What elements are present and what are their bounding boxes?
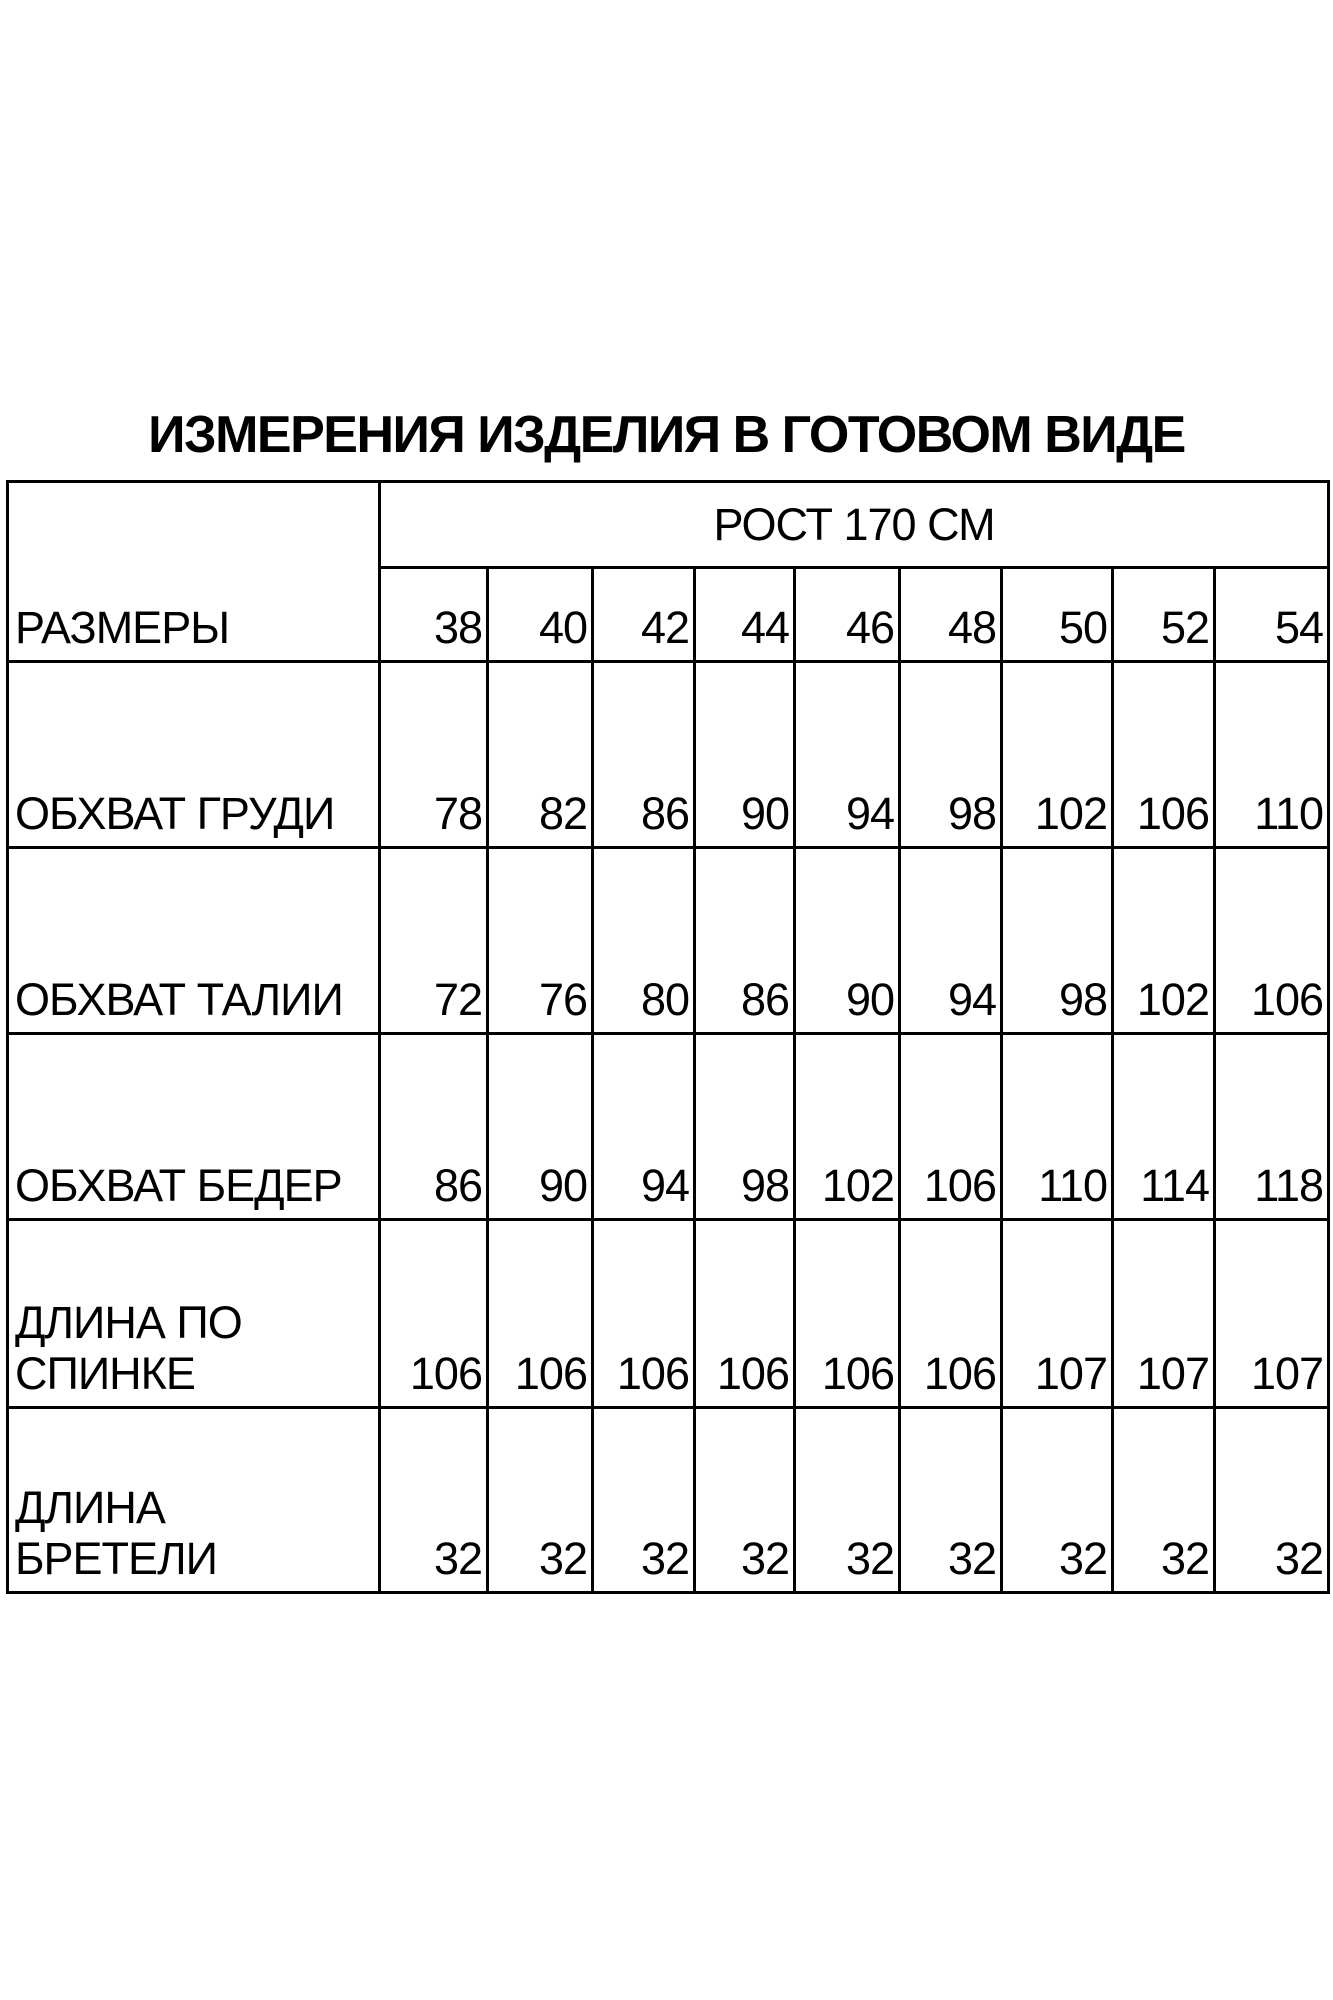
value-cell: 106	[793, 1218, 901, 1409]
value-cell: 118	[1212, 1032, 1331, 1221]
size-cell: 48	[898, 566, 1003, 663]
value-cell: 90	[693, 660, 796, 849]
value-cell: 94	[793, 660, 901, 849]
value-cell: 32	[591, 1406, 696, 1594]
value-cell: 72	[378, 846, 489, 1035]
value-cell: 32	[898, 1406, 1003, 1594]
value-cell: 90	[486, 1032, 594, 1221]
value-cell: 94	[591, 1032, 696, 1221]
size-cell: 44	[693, 566, 796, 663]
value-cell: 32	[486, 1406, 594, 1594]
value-cell: 106	[898, 1218, 1003, 1409]
value-cell: 114	[1111, 1032, 1216, 1221]
value-cell: 107	[1000, 1218, 1114, 1409]
value-cell: 98	[1000, 846, 1114, 1035]
table-row: ДЛИНА БРЕТЕЛИ 32 32 32 32 32 32 32 32 32	[6, 1406, 1331, 1594]
page-title: ИЗМЕРЕНИЯ ИЗДЕЛИЯ В ГОТОВОМ ВИДЕ	[148, 406, 1186, 464]
value-cell: 106	[693, 1218, 796, 1409]
value-cell: 106	[378, 1218, 489, 1409]
value-cell: 102	[1111, 846, 1216, 1035]
value-cell: 32	[1000, 1406, 1114, 1594]
size-cell: 46	[793, 566, 901, 663]
row-label: ДЛИНА ПО СПИНКЕ	[6, 1218, 381, 1409]
value-cell: 90	[793, 846, 901, 1035]
size-cell: 50	[1000, 566, 1114, 663]
size-cell: 54	[1212, 566, 1331, 663]
value-cell: 107	[1212, 1218, 1331, 1409]
value-cell: 106	[1212, 846, 1331, 1035]
row-label: ДЛИНА БРЕТЕЛИ	[6, 1406, 381, 1594]
value-cell: 102	[793, 1032, 901, 1221]
value-cell: 32	[1111, 1406, 1216, 1594]
value-cell: 78	[378, 660, 489, 849]
value-cell: 86	[378, 1032, 489, 1221]
table-row: ОБХВАТ БЕДЕР 86 90 94 98 102 106 110 114 118	[6, 1032, 1331, 1221]
value-cell: 82	[486, 660, 594, 849]
size-cell: 40	[486, 566, 594, 663]
value-cell: 110	[1000, 1032, 1114, 1221]
table-row: ОБХВАТ ТАЛИИ 72 76 80 86 90 94 98 102 106	[6, 846, 1331, 1035]
height-header: РОСТ 170 СМ	[377, 480, 1331, 569]
value-cell: 102	[1000, 660, 1114, 849]
size-cell: 52	[1111, 566, 1216, 663]
value-cell: 106	[1111, 660, 1216, 849]
value-cell: 32	[378, 1406, 489, 1594]
value-cell: 32	[693, 1406, 796, 1594]
value-cell: 80	[591, 846, 696, 1035]
value-cell: 32	[793, 1406, 901, 1594]
table-row: ОБХВАТ ГРУДИ 78 82 86 90 94 98 102 106 110	[6, 660, 1331, 849]
value-cell: 106	[898, 1032, 1003, 1221]
row-label: ОБХВАТ ТАЛИИ	[6, 846, 381, 1035]
value-cell: 98	[693, 1032, 796, 1221]
row-label: ОБХВАТ ГРУДИ	[6, 660, 381, 849]
size-table: РАЗМЕРЫ РОСТ 170 СМ 38 40 42 44 46 48 50 52 54 О…	[6, 480, 1331, 1594]
size-row: 38 40 42 44 46 48 50 52 54	[8, 566, 1331, 663]
table-row: ДЛИНА ПО СПИНКЕ 106 106 106 106 106 106 107 107 1…	[6, 1218, 1331, 1409]
value-cell: 86	[693, 846, 796, 1035]
value-cell: 106	[486, 1218, 594, 1409]
value-cell: 32	[1212, 1406, 1331, 1594]
size-label: РАЗМЕРЫ	[6, 480, 381, 663]
value-cell: 110	[1212, 660, 1331, 849]
value-cell: 86	[591, 660, 696, 849]
value-cell: 106	[591, 1218, 696, 1409]
value-cell: 107	[1111, 1218, 1216, 1409]
size-cell: 42	[591, 566, 696, 663]
row-label: ОБХВАТ БЕДЕР	[6, 1032, 381, 1221]
value-cell: 76	[486, 846, 594, 1035]
size-cell: 38	[378, 566, 489, 663]
value-cell: 94	[898, 846, 1003, 1035]
value-cell: 98	[898, 660, 1003, 849]
